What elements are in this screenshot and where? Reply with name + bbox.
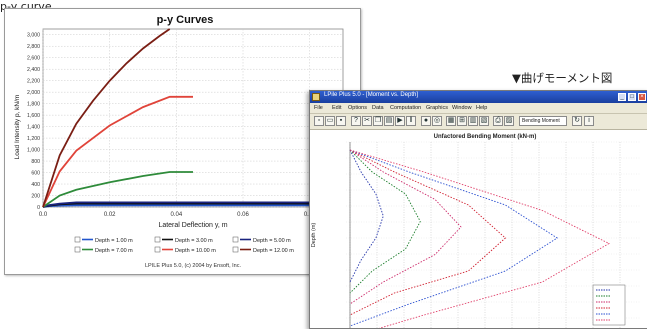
menu-help[interactable]: Help	[476, 105, 488, 111]
bending-moment-chart: Unfactored Bending Moment (kN-m) Depth (…	[311, 134, 640, 328]
y-tick-label: 2,000	[27, 90, 40, 96]
menu-bar: File Edit Options Data Computation Graph…	[310, 103, 647, 114]
y-tick-label: 600	[31, 171, 40, 177]
zoom-icon[interactable]: ⊞	[457, 116, 467, 126]
legend-checkbox[interactable]	[74, 246, 81, 253]
series-line	[42, 95, 193, 208]
app-icon	[312, 93, 320, 101]
series-line	[42, 171, 193, 208]
x-tick-label: 0.0	[39, 212, 48, 218]
legend-label: Depth = 1.00 m	[95, 238, 133, 244]
refresh-icon[interactable]: ↻	[572, 116, 582, 126]
legend-checkbox[interactable]	[232, 236, 239, 243]
legend-label: Depth = 12.00 m	[253, 248, 294, 254]
legend-label: Depth = 10.00 m	[175, 248, 216, 254]
moment-series-line	[349, 149, 610, 328]
x-tick-label: 0.04	[170, 212, 182, 218]
series-line	[42, 28, 171, 208]
window-title: LPile Plus 5.0 - [Moment vs. Depth]	[324, 92, 419, 98]
legend-label: Depth = 3.00 m	[175, 238, 213, 244]
y-tick-label: 1,000	[27, 148, 40, 154]
menu-window[interactable]: Window	[452, 105, 472, 111]
new-file-icon[interactable]: ▫	[314, 116, 324, 126]
footer-credit: LPILE Plus 5.0, (c) 2004 by Ensoft, Inc.	[145, 263, 241, 269]
menu-edit[interactable]: Edit	[332, 105, 342, 111]
menu-file[interactable]: File	[314, 105, 323, 111]
table-icon[interactable]: ▧	[479, 116, 489, 126]
y-tick-label: 800	[31, 159, 40, 165]
y-axis-label: Load Intensity p, kN/m	[14, 95, 21, 160]
moment-series-line	[349, 149, 421, 294]
y-tick-label: 1,800	[27, 102, 40, 108]
y-tick-label: 1,200	[27, 136, 40, 142]
y-tick-label: 400	[31, 182, 40, 188]
x-tick-label: 0.06	[237, 212, 249, 218]
save-icon[interactable]: ▪	[336, 116, 346, 126]
y-tick-label: 2,200	[27, 79, 40, 85]
target-icon[interactable]: ◎	[432, 116, 442, 126]
title-bar[interactable]: LPile Plus 5.0 - [Moment vs. Depth] _ □ …	[310, 91, 647, 103]
y-tick-label: 2,400	[27, 67, 40, 73]
plot-frame	[42, 28, 344, 208]
menu-data[interactable]: Data	[372, 105, 384, 111]
y-tick-label: 1,400	[27, 125, 40, 131]
legend-checkbox[interactable]	[232, 246, 239, 253]
chart-title: p-y Curves	[157, 14, 214, 26]
moment-series-line	[349, 149, 559, 327]
cut-icon[interactable]: ✂	[362, 116, 372, 126]
moment-legend	[592, 284, 626, 326]
menu-computation[interactable]: Computation	[390, 105, 422, 111]
bending-moment-window: LPile Plus 5.0 - [Moment vs. Depth] _ □ …	[309, 90, 647, 329]
legend-checkbox[interactable]	[154, 246, 161, 253]
y-tick-label: 2,600	[27, 56, 40, 62]
legend-label: Depth = 7.00 m	[95, 248, 133, 254]
open-folder-icon[interactable]: ▭	[325, 116, 335, 126]
help-icon[interactable]: ?	[351, 116, 361, 126]
stop-icon[interactable]: ●	[421, 116, 431, 126]
plot-type-select[interactable]: Bending Moment	[519, 116, 567, 126]
menu-options[interactable]: Options	[348, 105, 367, 111]
preview-icon[interactable]: ▨	[504, 116, 514, 126]
py-curves-chart: p-y Curves 0 200 400 600 800 1,000 1,200 1,400 1…	[5, 9, 360, 274]
print-icon[interactable]: ⎙	[493, 116, 503, 126]
menu-graphics[interactable]: Graphics	[426, 105, 449, 111]
depth-axis-label: Depth (m)	[311, 223, 317, 248]
moment-plot-title: Unfactored Bending Moment (kN-m)	[434, 134, 537, 140]
pause-icon[interactable]: ‖	[406, 116, 416, 126]
legend-label: Depth = 5.00 m	[253, 238, 291, 244]
series-line	[42, 201, 343, 208]
info-icon[interactable]: i	[584, 116, 594, 126]
chart-icon[interactable]: ▤	[384, 116, 394, 126]
y-tick-label: 200	[31, 194, 40, 200]
moment-series-line	[349, 149, 384, 283]
bending-moment-plot: Unfactored Bending Moment (kN-m) Depth (…	[310, 130, 647, 328]
minimize-button[interactable]: _	[618, 93, 626, 101]
y-tick-label: 3,000	[27, 33, 40, 39]
close-button[interactable]: ×	[638, 93, 646, 101]
maximize-button[interactable]: □	[628, 93, 636, 101]
legend-checkbox[interactable]	[154, 236, 161, 243]
grid-icon[interactable]: ▦	[446, 116, 456, 126]
caption-bending-moment: ▼曲げモーメント図	[512, 71, 613, 85]
py-curves-window: p-y Curves 0 200 400 600 800 1,000 1,200 1,400 1…	[4, 8, 361, 275]
x-tick-label: 0.02	[104, 212, 116, 218]
run-icon[interactable]: ▶	[395, 116, 405, 126]
toolbar: ▫ ▭ ▪ ? ✂ ❐ ▤ ▶ ‖ ● ◎ ▦ ⊞ ▥ ▧ ⎙ ▨ Bendin…	[310, 114, 647, 130]
moment-series-line	[349, 149, 507, 316]
y-tick-label: 2,800	[27, 44, 40, 50]
x-axis-label: Lateral Deflection y, m	[158, 222, 227, 229]
y-tick-label: 1,600	[27, 113, 40, 119]
legend-checkbox[interactable]	[74, 236, 81, 243]
copy-icon[interactable]: ❐	[373, 116, 383, 126]
moment-series-line	[349, 149, 462, 305]
y-tick-label: 0	[37, 205, 40, 211]
chart-bar-icon[interactable]: ▥	[468, 116, 478, 126]
